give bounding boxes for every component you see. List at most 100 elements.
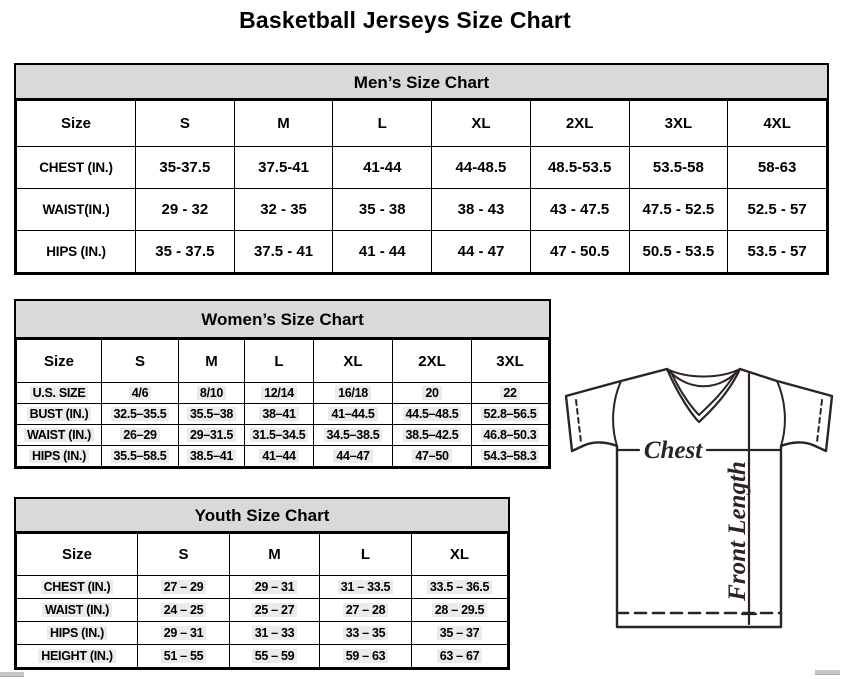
row-label: CHEST (IN.): [39, 160, 113, 175]
table-cell: 24 – 25: [137, 598, 230, 622]
cell-value: 29 - 32: [161, 201, 209, 218]
cell-value: 41-44: [363, 159, 402, 176]
youth-size-chart-table: Youth Size Chart Size S M L XL CHEST (IN.) 27 …: [14, 497, 510, 670]
youth-table-title: Youth Size Chart: [16, 499, 508, 533]
column-header: 2XL: [529, 100, 630, 147]
column-header: Size: [16, 100, 136, 147]
column-header: 4XL: [727, 100, 827, 147]
table-row: WAIST (IN.) 24 – 25 25 – 27 27 – 28 28 – 29.…: [16, 598, 508, 622]
table-row: WAIST (IN.) 26–29 29–31.5 31.5–34.5 34.5–38.…: [16, 424, 549, 446]
table-cell: 35.5–58.5: [101, 445, 179, 467]
table-cell: 50.5 - 53.5: [628, 230, 729, 273]
table-cell: 63 – 67: [411, 644, 508, 668]
table-row: BUST (IN.) 32.5–35.5 35.5–38 38–41 41–44.5 44…: [16, 403, 549, 425]
table-grid: Size S M L XL CHEST (IN.) 27 – 29 29 – 31 31 – 3…: [16, 533, 508, 668]
cell-value: 50.5 - 53.5: [642, 243, 715, 260]
table-cell: 31 – 33.5: [319, 575, 412, 599]
column-header: M: [178, 339, 245, 383]
cell-value: 44–47: [333, 449, 373, 463]
womens-size-chart-table: Women’s Size Chart Size S M L XL 2XL 3XL U.S. S…: [14, 299, 551, 469]
table-cell: 38 - 43: [431, 188, 531, 231]
table-cell: 54.3–58.3: [471, 445, 549, 467]
cell-value: 41–44.5: [328, 407, 378, 421]
cell-value: 35 - 37.5: [155, 243, 215, 260]
scrollbar-fragment-left[interactable]: [0, 672, 24, 677]
table-row: HIPS (IN.) 29 – 31 31 – 33 33 – 35 35 – 37: [16, 621, 508, 645]
table-cell: 35.5–38: [178, 403, 245, 425]
row-label: BUST (IN.): [26, 407, 92, 421]
scrollbar-fragment-right[interactable]: [815, 670, 840, 675]
womens-table-title: Women’s Size Chart: [16, 301, 549, 339]
table-cell: 35 – 37: [411, 621, 508, 645]
cell-value: 58-63: [757, 159, 797, 176]
table-cell: 31.5–34.5: [244, 424, 314, 446]
right-sleeve-seam: [776, 380, 786, 447]
table-grid: Size S M L XL 2XL 3XL 4XL CHEST (IN.) 35-37.5 37.5…: [16, 100, 827, 273]
column-header: M: [233, 100, 334, 147]
table-row: CHEST (IN.) 27 – 29 29 – 31 31 – 33.5 33.5 –…: [16, 575, 508, 599]
table-cell: 37.5 - 41: [233, 230, 334, 273]
cell-value: 48.5-53.5: [547, 159, 612, 176]
table-cell: 26–29: [101, 424, 179, 446]
row-header: CHEST (IN.): [16, 146, 136, 189]
jersey-outline: [564, 367, 834, 629]
table-row: HIPS (IN.) 35.5–58.5 38.5–41 41–44 44–47 47–5…: [16, 445, 549, 467]
cell-value: 38.5–42.5: [402, 428, 462, 442]
size-header-row: Size S M L XL 2XL 3XL: [16, 339, 549, 383]
row-label: WAIST(IN.): [42, 202, 110, 217]
row-header: WAIST (IN.): [16, 424, 102, 446]
table-row: WAIST(IN.) 29 - 32 32 - 35 35 - 38 38 - 43 43…: [16, 188, 827, 231]
cell-value: 4/6: [128, 386, 152, 400]
table-row: U.S. SIZE 4/6 8/10 12/14 16/18 20 22: [16, 382, 549, 404]
cell-value: 22: [500, 386, 520, 400]
table-cell: 29 – 31: [229, 575, 320, 599]
cell-value: 29–31.5: [186, 428, 237, 442]
cell-value: 41–44: [259, 449, 299, 463]
cell-value: 47 - 50.5: [550, 243, 610, 260]
table-cell: 25 – 27: [229, 598, 320, 622]
table-grid: Size S M L XL 2XL 3XL U.S. SIZE 4/6 8/10 12/14 16/1…: [16, 339, 549, 467]
column-header: XL: [431, 100, 531, 147]
column-header: S: [137, 533, 230, 576]
row-header: U.S. SIZE: [16, 382, 102, 404]
cell-value: 28 – 29.5: [431, 603, 488, 617]
row-header: WAIST(IN.): [16, 188, 136, 231]
cell-value: 8/10: [196, 386, 227, 400]
cell-value: 12/14: [261, 386, 297, 400]
column-header: 3XL: [471, 339, 549, 383]
mens-size-chart-table: Men’s Size Chart Size S M L XL 2XL 3XL 4XL CHEST…: [14, 63, 829, 275]
table-cell: 4/6: [101, 382, 179, 404]
table-cell: 27 – 29: [137, 575, 230, 599]
table-cell: 29 - 32: [135, 188, 235, 231]
table-row: HIPS (IN.) 35 - 37.5 37.5 - 41 41 - 44 44 - …: [16, 230, 827, 273]
cell-value: 46.8–50.3: [480, 428, 540, 442]
cell-value: 31 – 33.5: [337, 580, 394, 594]
row-label: WAIST (IN.): [41, 603, 113, 617]
cell-value: 34.5–38.5: [323, 428, 383, 442]
table-cell: 47.5 - 52.5: [628, 188, 729, 231]
cell-value: 63 – 67: [436, 649, 483, 663]
cell-value: 52.8–56.5: [480, 407, 540, 421]
cell-value: 32.5–35.5: [110, 407, 170, 421]
table-cell: 52.8–56.5: [471, 403, 549, 425]
table-cell: 47–50: [392, 445, 472, 467]
cell-value: 27 – 28: [342, 603, 389, 617]
size-header-row: Size S M L XL: [16, 533, 508, 576]
chest-label: Chest: [644, 437, 703, 464]
table-cell: 29 – 31: [137, 621, 230, 645]
collar-inner-v: [670, 371, 737, 416]
row-header: CHEST (IN.): [16, 575, 138, 599]
row-label: HIPS (IN.): [29, 449, 89, 463]
row-label: WAIST (IN.): [23, 428, 95, 442]
cell-value: 37.5 - 41: [253, 243, 314, 260]
cell-value: 53.5 - 57: [747, 243, 807, 260]
mens-table-title: Men’s Size Chart: [16, 65, 827, 100]
table-cell: 33 – 35: [319, 621, 412, 645]
collar-outer-v: [665, 367, 742, 424]
cell-value: 29 – 31: [251, 580, 298, 594]
table-cell: 8/10: [178, 382, 245, 404]
column-header: L: [332, 100, 433, 147]
table-cell: 59 – 63: [319, 644, 412, 668]
cell-value: 35.5–38: [186, 407, 237, 421]
table-cell: 53.5-58: [628, 146, 729, 189]
